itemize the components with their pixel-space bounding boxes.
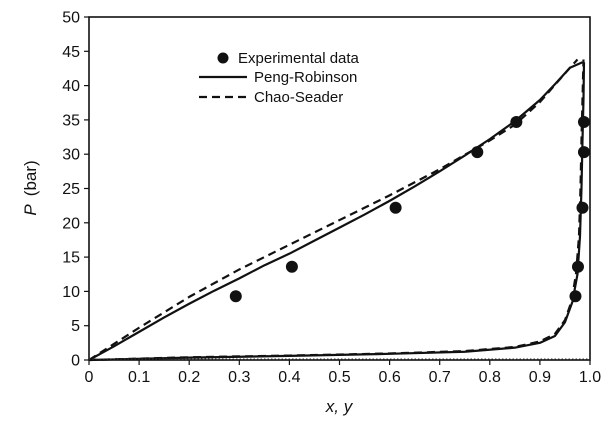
experimental-data-point xyxy=(229,290,242,303)
y-tick-label: 40 xyxy=(62,78,80,95)
experimental-data-point xyxy=(285,260,298,273)
legend-marker-experimental xyxy=(217,52,229,64)
axis-ticks: 0 0.1 0.2 0.3 0.4 0.5 0.6 0.7 0.8 0.9 1.0 0 5 10 15 20 2… xyxy=(62,10,601,387)
y-tick-label: 50 xyxy=(62,10,80,27)
y-axis-label-unit: (bar) xyxy=(21,160,40,196)
y-tick-label: 35 xyxy=(62,112,80,129)
experimental-data-point xyxy=(576,201,589,214)
experimental-data-point xyxy=(510,115,523,128)
legend-label-chao-seader: Chao-Seader xyxy=(254,89,343,106)
experimental-data-point xyxy=(577,146,590,159)
x-tick-label: 0.8 xyxy=(479,369,501,386)
x-tick-label: 1.0 xyxy=(579,369,601,386)
legend-label-peng-robinson: Peng-Robinson xyxy=(254,69,357,86)
chao-seader-bubble-curve xyxy=(88,58,579,361)
x-tick-label: 0.6 xyxy=(378,369,400,386)
x-tick-label: 0.2 xyxy=(178,369,200,386)
x-axis-label: x, y xyxy=(325,397,354,416)
y-tick-label: 15 xyxy=(62,250,80,267)
y-axis-label: P (bar) xyxy=(21,160,40,215)
y-tick-label: 30 xyxy=(62,147,80,164)
x-tick-label: 0.7 xyxy=(429,369,451,386)
experimental-data-point xyxy=(571,260,584,273)
experimental-data-point xyxy=(389,201,402,214)
legend: Experimental data Peng-Robinson Chao-Sea… xyxy=(199,50,360,106)
peng-robinson-bubble-curve xyxy=(88,61,583,361)
y-axis-label-symbol: P xyxy=(21,204,40,216)
plot-area xyxy=(88,58,590,362)
x-tick-label: 0.1 xyxy=(128,369,150,386)
x-tick-label: 0.9 xyxy=(529,369,551,386)
legend-label-experimental: Experimental data xyxy=(238,50,360,67)
y-tick-label: 5 xyxy=(71,318,80,335)
y-tick-label: 20 xyxy=(62,215,80,232)
experimental-data-point xyxy=(471,146,484,159)
y-tick-label: 0 xyxy=(71,353,80,370)
peng-robinson-dew-curve xyxy=(88,62,586,362)
y-tick-label: 10 xyxy=(62,284,80,301)
y-tick-label: 25 xyxy=(62,181,80,198)
y-tick-label: 45 xyxy=(62,44,80,61)
experimental-data-point xyxy=(577,115,590,128)
x-tick-label: 0.5 xyxy=(328,369,350,386)
x-tick-label: 0.3 xyxy=(228,369,250,386)
chao-seader-dew-curve xyxy=(88,59,585,362)
x-tick-label: 0.4 xyxy=(278,369,300,386)
x-tick-label: 0 xyxy=(85,369,94,386)
experimental-data-point xyxy=(569,290,582,303)
